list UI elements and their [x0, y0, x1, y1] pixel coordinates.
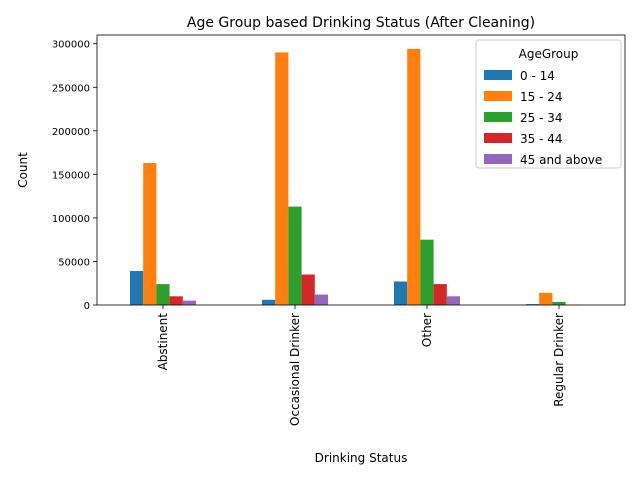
bar — [301, 274, 315, 305]
x-tick-label: Regular Drinker — [552, 313, 566, 407]
legend-swatch — [484, 154, 512, 164]
bar — [182, 300, 196, 305]
legend-label: 0 - 14 — [520, 69, 555, 83]
bar — [394, 281, 408, 305]
bar — [446, 296, 460, 305]
legend-label: 35 - 44 — [520, 132, 563, 146]
legend: AgeGroup 0 - 14 15 - 24 25 - 34 35 - 44 45 an… — [475, 39, 622, 169]
x-tick-label: Abstinent — [156, 313, 170, 371]
legend-swatch — [484, 70, 512, 80]
bar — [143, 163, 157, 305]
y-tick-label: 50000 — [58, 257, 90, 268]
legend-swatch — [484, 133, 512, 143]
bar — [288, 206, 302, 305]
y-tick-label: 300000 — [52, 40, 90, 51]
legend-label: 25 - 34 — [520, 111, 563, 125]
bar — [433, 284, 447, 305]
bar — [314, 294, 328, 305]
bar — [420, 239, 434, 305]
y-axis: 0 50000 100000 150000 200000 250000 300000 — [52, 40, 97, 312]
y-tick-label: 250000 — [52, 83, 90, 94]
bar — [262, 299, 276, 305]
bar — [275, 52, 289, 305]
y-tick-label: 200000 — [52, 127, 90, 138]
bar — [169, 296, 183, 305]
y-tick-label: 150000 — [52, 170, 90, 181]
legend-label: 45 and above — [520, 153, 602, 167]
bar — [407, 48, 421, 305]
x-axis-label: Drinking Status — [315, 451, 408, 465]
x-tick-label: Occasional Drinker — [288, 313, 302, 426]
plot-frame — [96, 34, 626, 306]
bars-group — [130, 48, 592, 305]
x-axis: Abstinent Occasional Drinker Other Regular … — [156, 305, 566, 426]
legend-title: AgeGroup — [519, 47, 579, 61]
legend-label: 15 - 24 — [520, 90, 563, 104]
legend-swatch — [484, 91, 512, 101]
chart-title: Age Group based Drinking Status (After C… — [187, 15, 535, 31]
y-tick-label: 0 — [84, 301, 90, 312]
legend-swatch — [484, 112, 512, 122]
bar — [130, 271, 144, 305]
x-tick-label: Other — [420, 313, 434, 347]
bar — [526, 304, 540, 305]
y-axis-label: Count — [16, 152, 30, 188]
legend-box — [475, 39, 622, 169]
bar — [552, 301, 566, 305]
bar — [539, 292, 553, 305]
bar — [156, 284, 170, 305]
y-tick-label: 100000 — [52, 214, 90, 225]
